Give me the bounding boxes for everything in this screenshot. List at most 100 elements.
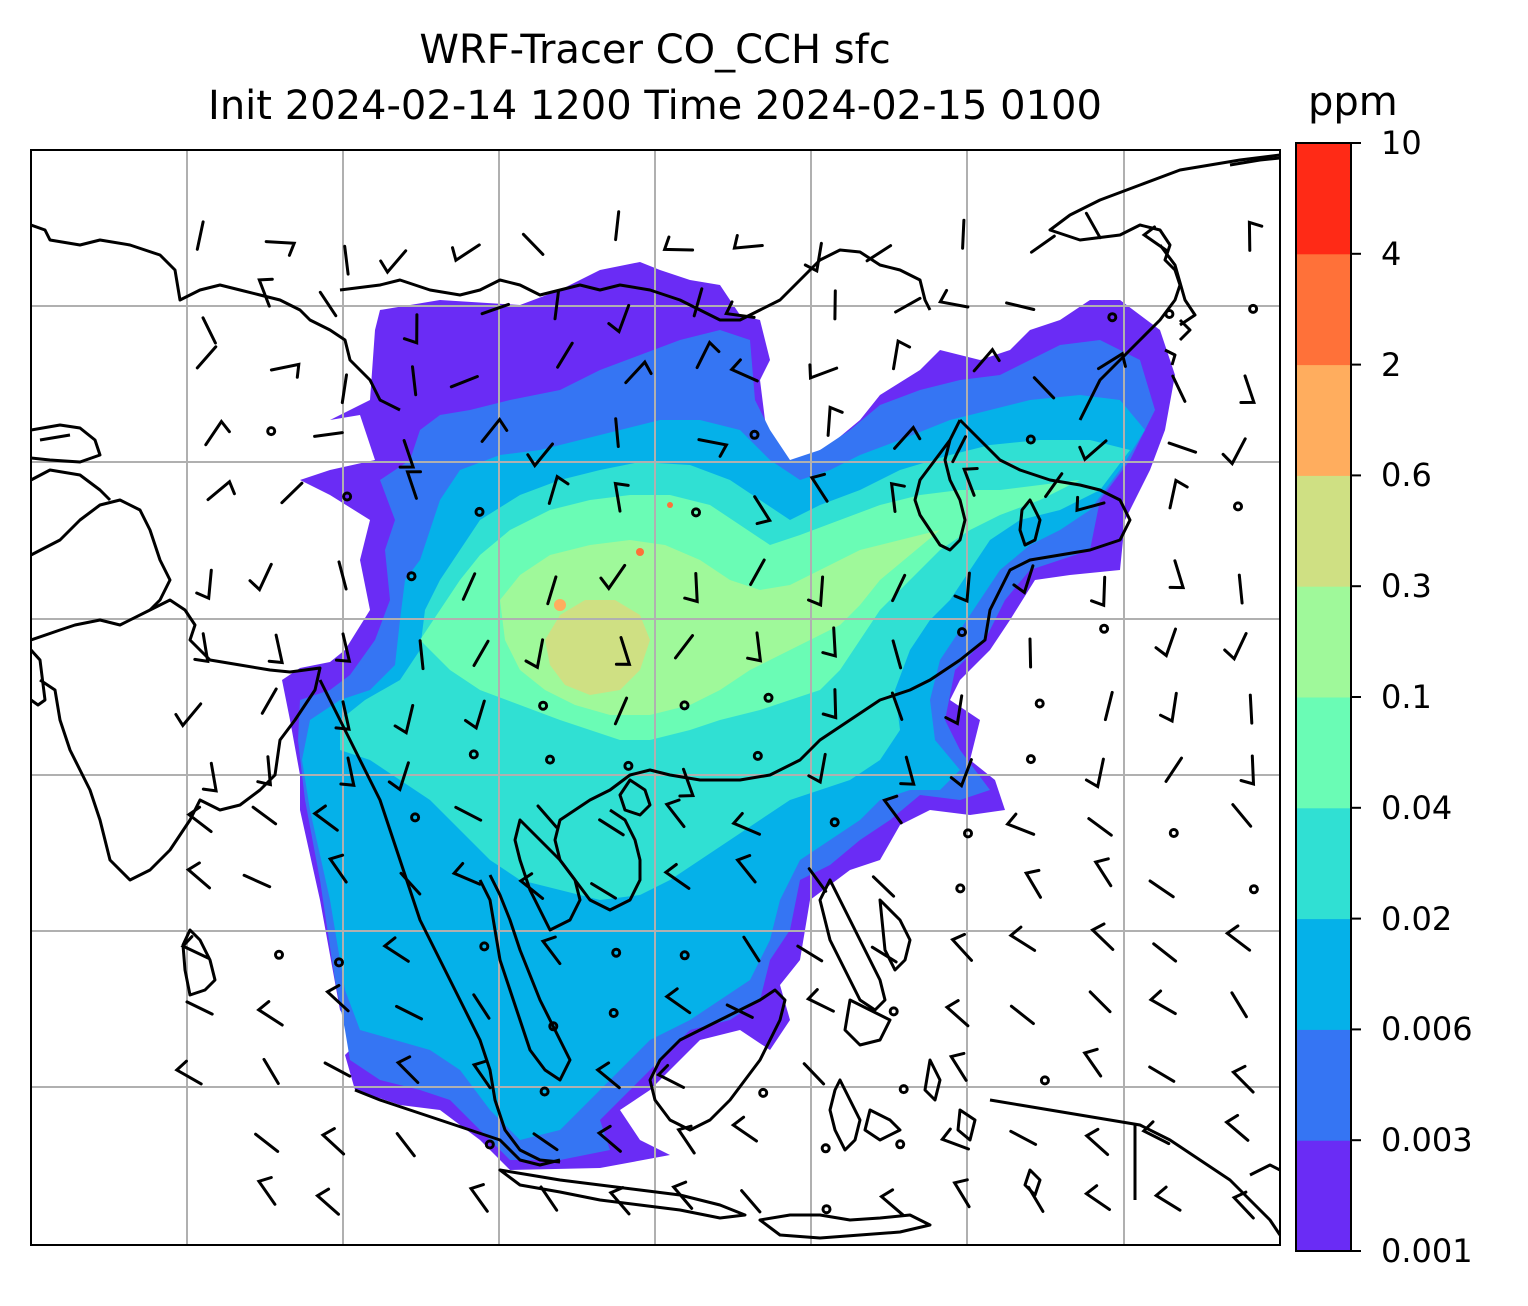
wind-calm-marker	[895, 1139, 906, 1150]
wind-barb	[449, 375, 479, 389]
wind-calm-marker	[1025, 754, 1036, 765]
wind-barb	[1231, 1190, 1255, 1220]
wind-calm-marker	[679, 950, 690, 961]
wind-barb	[1097, 351, 1127, 371]
wind-barb	[664, 987, 692, 1015]
wind-calm-marker	[539, 1086, 550, 1097]
wind-barb	[337, 560, 348, 591]
wind-barb	[1239, 374, 1256, 404]
wind-barb	[262, 1057, 280, 1085]
wind-barb	[1084, 211, 1102, 240]
colorbar-tick-label: 0.6	[1381, 456, 1432, 495]
wind-barb	[1154, 627, 1177, 658]
wind-barb	[174, 1059, 203, 1086]
wind-barb	[1084, 1127, 1110, 1156]
wind-calm-marker	[957, 627, 967, 638]
wind-barb	[894, 296, 922, 314]
wind-calm-marker	[758, 1087, 769, 1098]
coastline-sulawesi	[828, 1078, 902, 1152]
wind-barb	[267, 633, 285, 665]
wind-barb	[725, 1003, 754, 1019]
wind-barb	[399, 871, 422, 896]
coastline-sumatra	[354, 1088, 561, 1167]
wind-calm-marker	[266, 426, 277, 437]
wind-barb	[678, 767, 696, 798]
wind-barb	[206, 479, 236, 502]
colorbar-tick-label: 0.02	[1381, 899, 1453, 938]
wind-barb	[948, 1051, 968, 1082]
wind-barb	[826, 405, 844, 437]
wind-barb	[556, 341, 574, 369]
wind-barb	[468, 1183, 489, 1213]
wind-barb	[185, 1000, 214, 1016]
wind-barb	[952, 1178, 971, 1209]
colorbar-tick-label: 0.1	[1381, 678, 1432, 716]
wind-barb	[890, 691, 904, 721]
wind-barb	[1153, 1185, 1182, 1212]
wind-barb	[402, 313, 419, 345]
wind-barb	[1148, 1065, 1176, 1083]
border-mongolia	[339, 248, 932, 322]
wind-barb	[662, 235, 695, 252]
wind-barb	[1027, 1185, 1045, 1213]
coastline-caspian	[31, 423, 102, 464]
wind-calm-marker	[829, 817, 840, 828]
wind-barb	[950, 932, 973, 962]
wind-barb	[1075, 495, 1106, 513]
wind-barb	[809, 472, 829, 503]
wind-barb	[387, 761, 410, 792]
wind-barb	[398, 439, 416, 469]
wind-barb	[195, 568, 213, 601]
wind-barb	[320, 1127, 346, 1156]
wind-calm-marker	[955, 883, 966, 894]
wind-barb	[1167, 441, 1198, 454]
wind-barb	[480, 302, 510, 316]
wind-barb	[536, 804, 558, 829]
wind-barb	[186, 805, 213, 834]
wind-calm-marker	[611, 947, 622, 958]
colorbar	[1296, 143, 1351, 1252]
wind-barb	[454, 805, 483, 822]
wind-barb	[614, 210, 621, 242]
wind-barb	[1090, 575, 1107, 608]
field-hotspot	[636, 548, 644, 556]
wind-barbs	[174, 210, 1264, 1220]
wind-barb	[553, 289, 560, 321]
colorbar-tick-label: 0.3	[1381, 567, 1432, 606]
wind-barb	[807, 575, 825, 608]
wind-barb	[608, 1186, 631, 1216]
wind-barb	[242, 873, 272, 889]
wind-barb	[1005, 301, 1036, 311]
wind-calm-marker	[1034, 698, 1045, 709]
wind-barb	[451, 243, 481, 263]
coastline-new-guinea	[989, 1098, 1280, 1236]
wind-barb	[1009, 1004, 1035, 1026]
wind-barb	[339, 756, 356, 787]
wind-barb	[807, 867, 828, 893]
wind-barb	[254, 1132, 280, 1153]
wind-barb	[882, 794, 903, 825]
colorbar-band	[1296, 143, 1351, 255]
wind-barb	[596, 1124, 622, 1153]
colorbar-band	[1296, 1140, 1351, 1252]
coastline-korea-japan	[1158, 244, 1197, 366]
coastline-timor	[758, 1213, 932, 1240]
wind-calm-marker	[608, 1008, 619, 1018]
wind-barb	[313, 431, 344, 438]
wind-barb	[1032, 376, 1056, 400]
wind-barb	[1247, 220, 1264, 252]
wind-barb	[803, 241, 823, 274]
field-band-7	[545, 600, 650, 695]
wind-barb	[893, 424, 922, 450]
wind-barb	[944, 694, 964, 726]
wind-barb	[1239, 754, 1256, 787]
wind-barb	[599, 563, 627, 591]
wind-barb	[1008, 925, 1037, 952]
wind-barb	[961, 218, 966, 250]
wind-barb	[324, 983, 350, 1013]
wind-barb	[1148, 989, 1177, 1016]
wind-calm-marker	[1248, 303, 1259, 314]
wind-barb	[676, 1124, 696, 1155]
wind-calm-marker	[1248, 884, 1259, 895]
wind-calm-marker	[342, 491, 353, 502]
